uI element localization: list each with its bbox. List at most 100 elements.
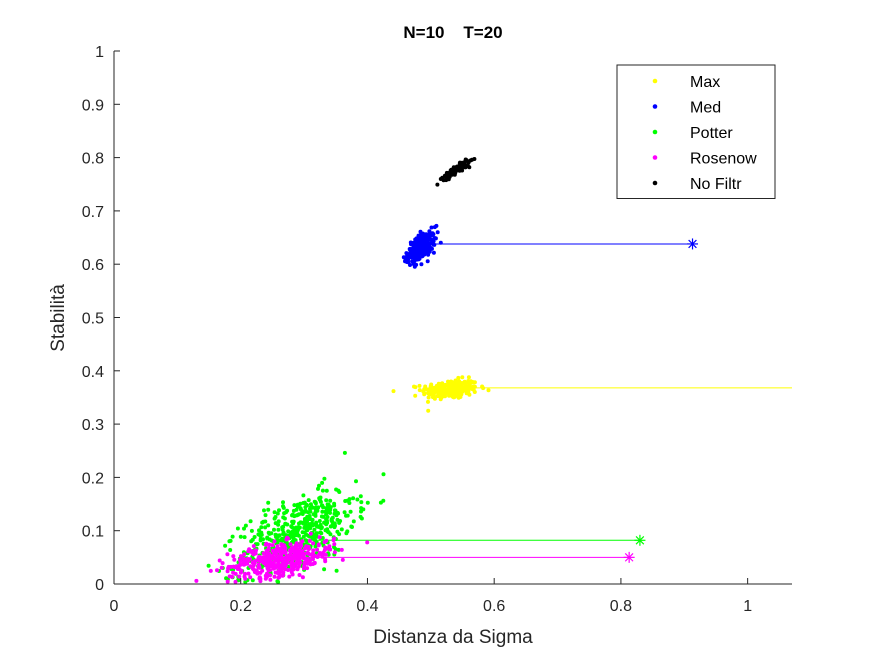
data-point: [307, 514, 312, 518]
data-point: [435, 182, 440, 187]
data-point: [288, 551, 293, 556]
y-tick-label: 0.4: [82, 364, 104, 381]
legend-item-potter: Potter: [652, 125, 733, 142]
data-point: [260, 568, 265, 573]
data-point: [242, 552, 247, 557]
legend-item-no-filtr: No Filtr: [652, 176, 742, 193]
data-point: [323, 559, 328, 564]
data-point: [466, 375, 471, 380]
data-point: [276, 560, 281, 565]
data-point: [281, 505, 286, 510]
data-point: [413, 393, 418, 398]
data-point: [453, 378, 458, 383]
data-point: [316, 542, 321, 547]
data-point: [302, 560, 307, 565]
data-point: [359, 516, 364, 521]
data-point: [272, 574, 277, 579]
data-point: [285, 557, 290, 562]
data-point: [348, 509, 353, 514]
legend-marker: [652, 180, 658, 186]
data-point: [290, 519, 295, 524]
legend-label: Max: [690, 74, 720, 91]
data-point: [391, 389, 396, 394]
data-point: [451, 391, 456, 396]
data-point: [294, 541, 299, 546]
data-point: [233, 579, 238, 584]
data-point: [258, 579, 263, 584]
data-point: [308, 523, 313, 528]
x-tick-label: 0.4: [356, 598, 378, 615]
data-point: [232, 557, 237, 562]
data-point: [324, 498, 329, 503]
data-point: [285, 560, 290, 565]
x-tick-label: 0.6: [483, 598, 505, 615]
data-point: [300, 539, 305, 544]
data-point: [365, 500, 370, 505]
data-point: [228, 538, 233, 543]
data-point: [290, 525, 295, 530]
data-point: [237, 563, 242, 568]
legend-item-med: Med: [652, 100, 721, 117]
data-point: [275, 579, 280, 584]
data-point: [486, 388, 491, 393]
y-tick-label: 0.5: [82, 311, 104, 328]
data-point: [225, 552, 230, 557]
data-point: [328, 510, 332, 515]
data-point: [310, 517, 315, 522]
data-point: [308, 506, 312, 511]
data-point: [339, 547, 344, 552]
data-point: [328, 505, 333, 510]
data-point: [328, 524, 333, 529]
data-point: [311, 548, 316, 553]
data-point: [447, 392, 452, 397]
y-tick-label: 0.2: [82, 470, 104, 487]
data-point: [350, 525, 354, 529]
data-point: [332, 525, 337, 530]
data-point: [242, 526, 246, 531]
data-point: [328, 498, 333, 503]
data-point: [305, 566, 310, 571]
data-point: [281, 500, 285, 505]
data-point: [322, 540, 327, 545]
data-point: [450, 170, 455, 175]
data-point: [431, 250, 436, 255]
data-point: [237, 574, 242, 579]
data-point: [434, 383, 439, 388]
data-point: [287, 574, 292, 579]
data-point: [276, 519, 281, 524]
data-point: [414, 236, 419, 241]
data-point: [274, 533, 279, 538]
data-point: [303, 538, 308, 543]
data-point: [443, 394, 447, 399]
data-point: [322, 567, 327, 572]
data-point: [281, 515, 286, 520]
data-point: [472, 157, 477, 161]
data-point: [265, 552, 270, 557]
data-point: [449, 383, 454, 388]
data-point: [345, 529, 350, 534]
data-point: [325, 515, 330, 519]
data-point: [300, 511, 304, 516]
data-point: [314, 524, 319, 528]
data-point: [327, 544, 332, 549]
data-point: [246, 549, 251, 554]
legend-item-rosenow: Rosenow: [652, 151, 757, 168]
data-point: [417, 383, 422, 388]
data-point: [281, 570, 286, 575]
data-point: [417, 244, 422, 249]
data-point: [280, 563, 285, 568]
data-point: [260, 520, 265, 525]
data-point: [277, 575, 282, 580]
series-max: [391, 375, 792, 413]
data-point: [324, 488, 329, 493]
data-point: [290, 560, 295, 565]
data-point: [426, 408, 431, 413]
data-point: [293, 545, 298, 550]
data-point: [292, 553, 297, 558]
data-point: [231, 554, 236, 559]
data-point: [465, 163, 470, 168]
data-point: [332, 508, 337, 513]
data-point: [258, 538, 263, 543]
data-point: [282, 544, 287, 549]
data-point: [412, 259, 417, 264]
